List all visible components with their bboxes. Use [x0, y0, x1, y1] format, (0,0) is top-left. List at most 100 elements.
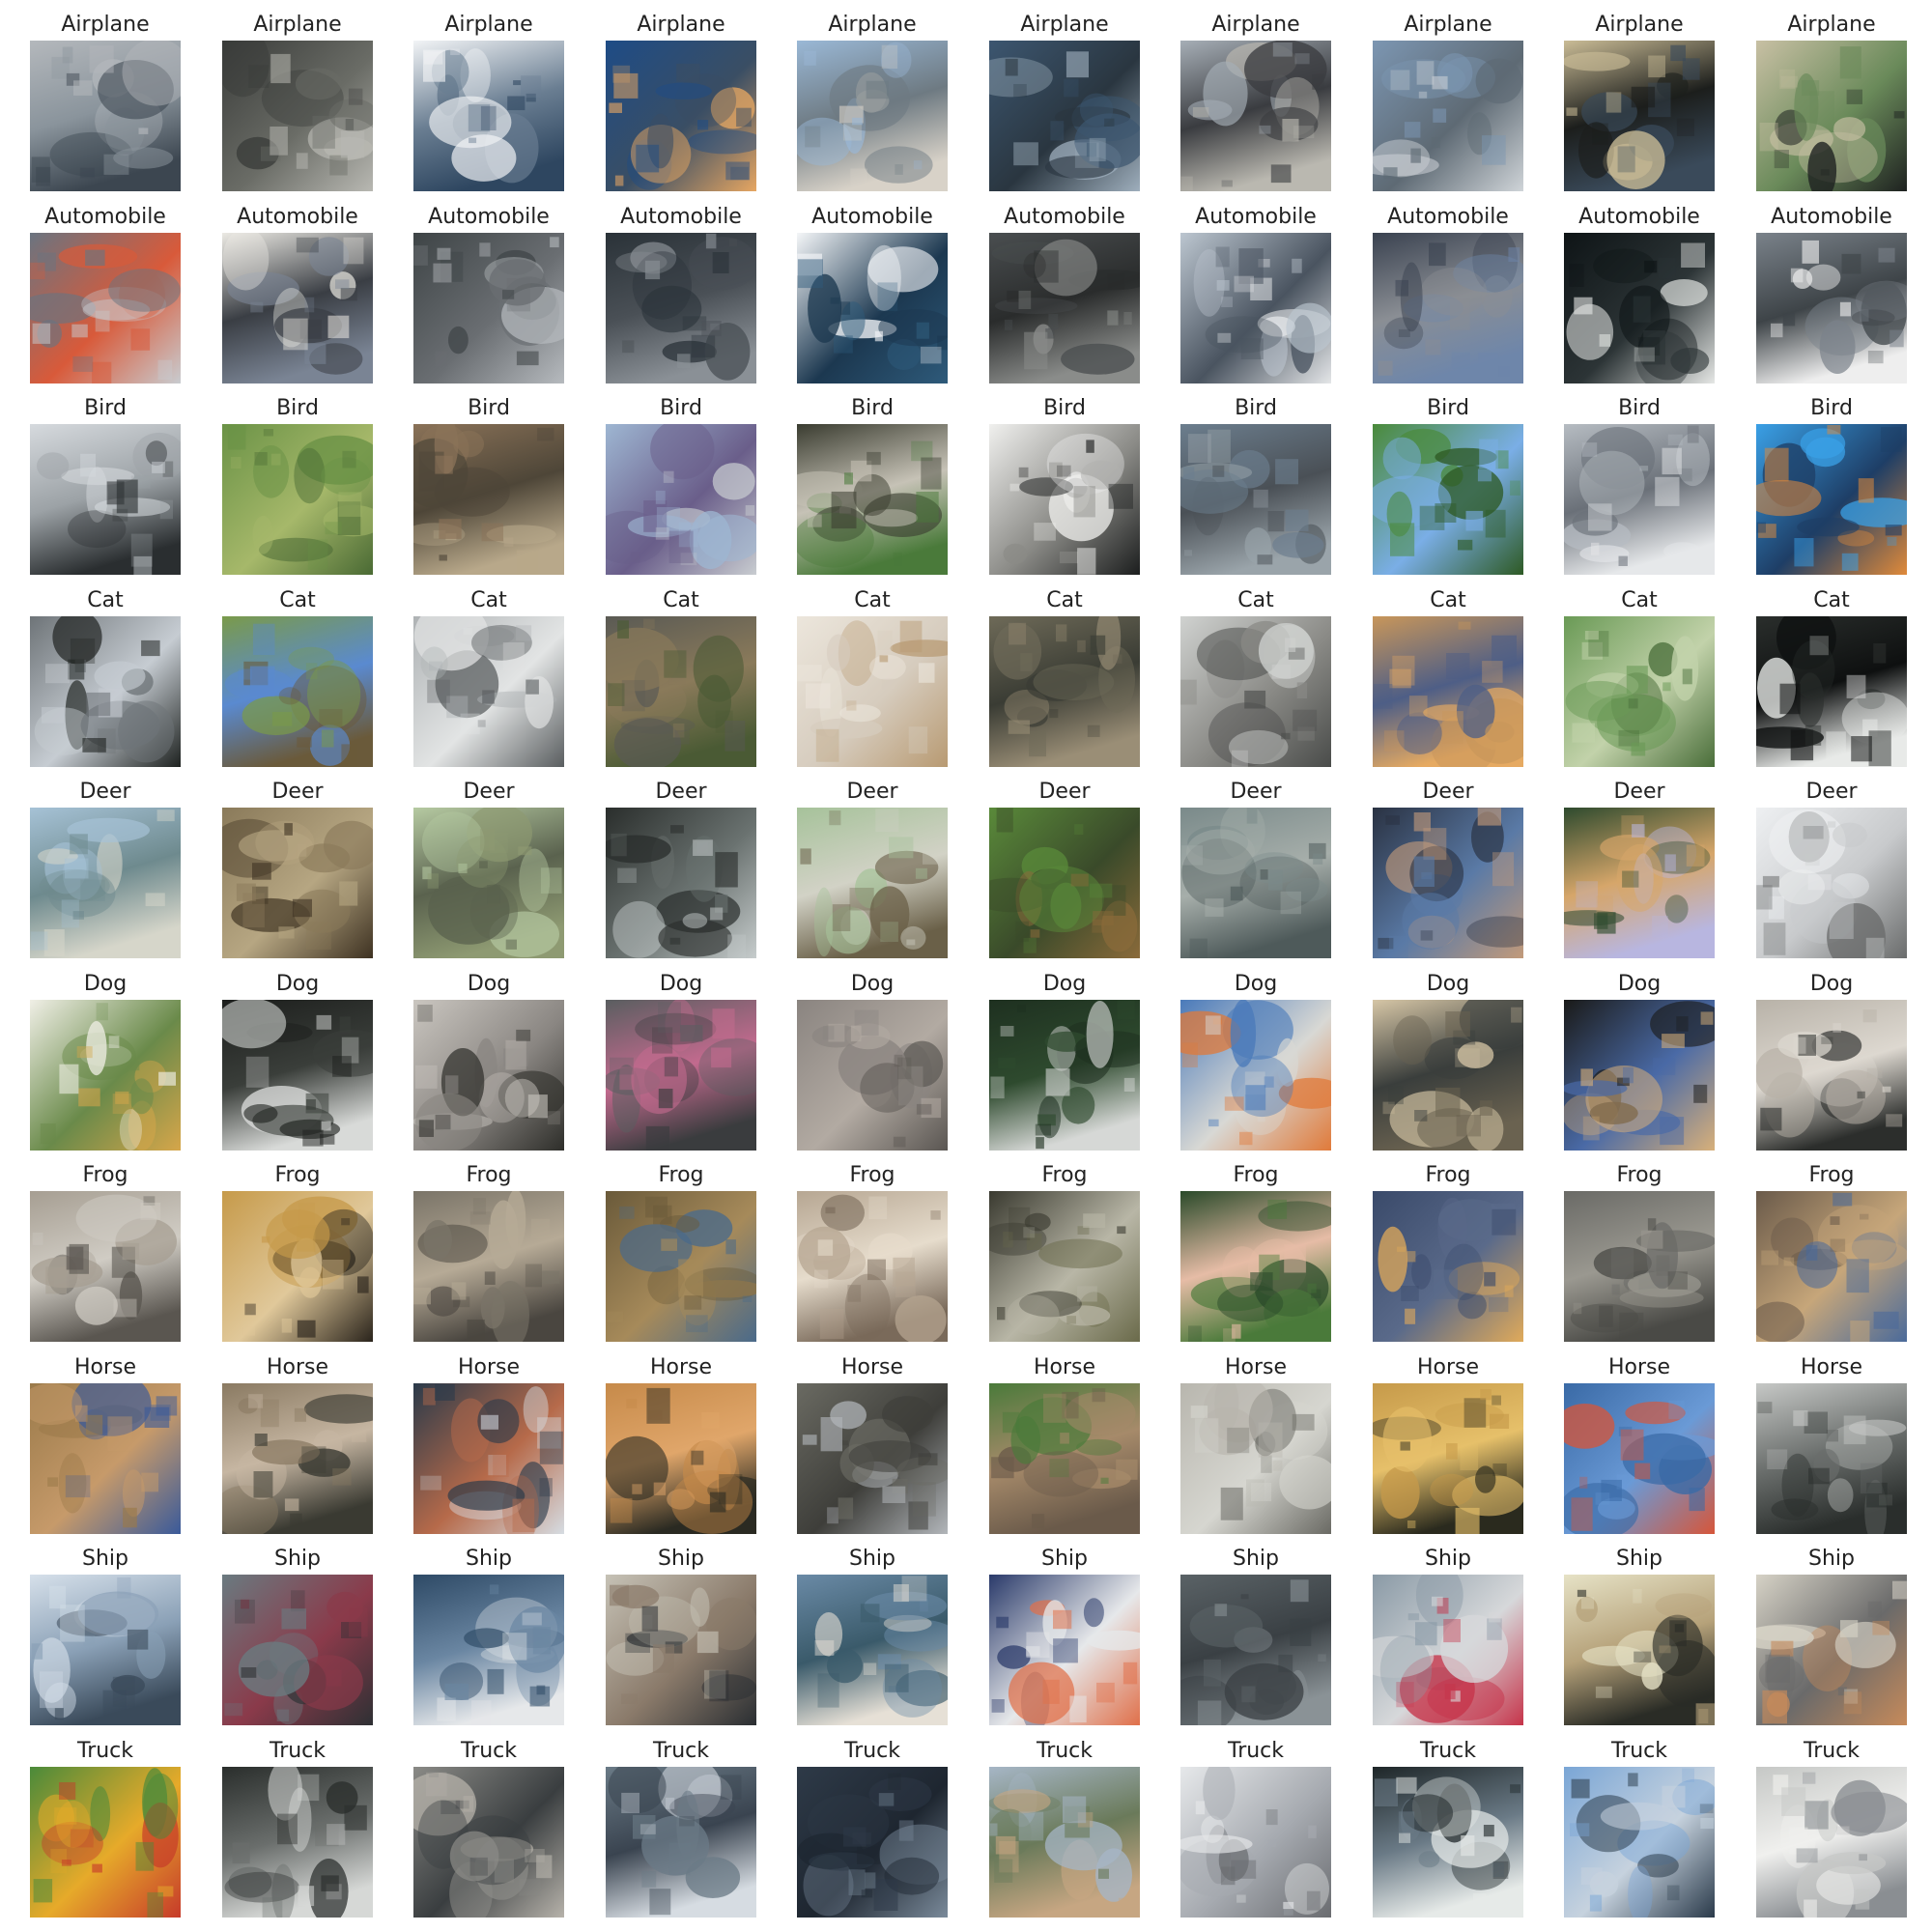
sample-label: Automobile [428, 205, 550, 229]
sample-image [1373, 616, 1523, 767]
sample-image [1756, 1000, 1907, 1151]
sample-label: Truck [652, 1739, 710, 1763]
sample-tile: Deer [1180, 779, 1331, 958]
sample-image [797, 1575, 948, 1725]
sample-label: Airplane [61, 13, 150, 37]
sample-label: Truck [843, 1739, 901, 1763]
sample-tile: Dog [1564, 971, 1715, 1151]
sample-tile: Frog [1756, 1162, 1907, 1342]
sample-tile: Dog [1756, 971, 1907, 1151]
sample-label: Horse [649, 1355, 713, 1379]
sample-label: Dog [467, 972, 511, 996]
sample-label: Airplane [828, 13, 917, 37]
sample-label: Frog [1233, 1163, 1279, 1187]
sample-image [222, 1383, 373, 1534]
sample-image [413, 616, 564, 767]
sample-label: Frog [849, 1163, 895, 1187]
sample-label: Deer [1230, 780, 1282, 804]
sample-tile: Frog [1564, 1162, 1715, 1342]
sample-image [30, 1767, 181, 1918]
sample-tile: Bird [1373, 395, 1523, 575]
sample-image [413, 41, 564, 191]
sample-image [606, 808, 756, 958]
sample-label: Dog [1042, 972, 1087, 996]
sample-image [1564, 616, 1715, 767]
sample-label: Ship [1041, 1547, 1088, 1571]
sample-tile: Dog [413, 971, 564, 1151]
sample-tile: Horse [797, 1354, 948, 1534]
sample-image [222, 1767, 373, 1918]
sample-label: Deer [1422, 780, 1474, 804]
sample-tile: Ship [222, 1546, 373, 1725]
sample-tile: Deer [797, 779, 948, 958]
sample-tile: Automobile [1756, 204, 1907, 384]
sample-label: Automobile [1771, 205, 1892, 229]
sample-label: Ship [1616, 1547, 1662, 1571]
sample-label: Airplane [1787, 13, 1876, 37]
sample-tile: Truck [30, 1738, 181, 1918]
sample-tile: Deer [1373, 779, 1523, 958]
sample-tile: Airplane [1564, 12, 1715, 191]
sample-label: Airplane [1020, 13, 1109, 37]
sample-image [1564, 424, 1715, 575]
sample-tile: Horse [1564, 1354, 1715, 1534]
sample-image [1180, 1191, 1331, 1342]
sample-image [1180, 1383, 1331, 1534]
sample-image [606, 424, 756, 575]
sample-label: Cat [1237, 588, 1274, 612]
sample-label: Airplane [1211, 13, 1300, 37]
sample-label: Automobile [1195, 205, 1317, 229]
sample-label: Automobile [811, 205, 933, 229]
sample-tile: Truck [222, 1738, 373, 1918]
sample-label: Horse [1224, 1355, 1288, 1379]
sample-tile: Deer [222, 779, 373, 958]
sample-tile: Bird [1564, 395, 1715, 575]
sample-tile: Deer [989, 779, 1140, 958]
sample-image [797, 1383, 948, 1534]
sample-label: Truck [1610, 1739, 1668, 1763]
sample-image [1564, 1000, 1715, 1151]
sample-label: Bird [84, 396, 127, 420]
sample-image [222, 616, 373, 767]
sample-label: Airplane [637, 13, 725, 37]
sample-image [30, 808, 181, 958]
sample-image [989, 1767, 1140, 1918]
sample-label: Deer [463, 780, 515, 804]
sample-tile: Horse [989, 1354, 1140, 1534]
sample-image [222, 1575, 373, 1725]
sample-label: Horse [73, 1355, 137, 1379]
sample-image [222, 1191, 373, 1342]
sample-image [606, 616, 756, 767]
sample-label: Horse [840, 1355, 904, 1379]
sample-image [1756, 1191, 1907, 1342]
sample-tile: Automobile [797, 204, 948, 384]
sample-tile: Cat [1180, 587, 1331, 767]
sample-image [413, 1575, 564, 1725]
sample-image [1756, 233, 1907, 384]
sample-image [606, 1575, 756, 1725]
sample-image [606, 1767, 756, 1918]
sample-tile: Horse [30, 1354, 181, 1534]
sample-label: Ship [466, 1547, 512, 1571]
sample-image [797, 808, 948, 958]
sample-tile: Bird [222, 395, 373, 575]
sample-tile: Horse [413, 1354, 564, 1534]
sample-label: Deer [1613, 780, 1665, 804]
sample-image [30, 233, 181, 384]
sample-tile: Ship [797, 1546, 948, 1725]
sample-label: Deer [1805, 780, 1858, 804]
sample-image [606, 41, 756, 191]
sample-image [30, 1575, 181, 1725]
sample-tile: Bird [1756, 395, 1907, 575]
sample-tile: Dog [1180, 971, 1331, 1151]
sample-image [1756, 1767, 1907, 1918]
sample-image [1180, 1767, 1331, 1918]
sample-image [413, 424, 564, 575]
sample-label: Frog [1808, 1163, 1855, 1187]
sample-label: Truck [1227, 1739, 1285, 1763]
sample-tile: Cat [606, 587, 756, 767]
sample-label: Cat [470, 588, 507, 612]
sample-image [1564, 1767, 1715, 1918]
sample-label: Frog [274, 1163, 321, 1187]
sample-label: Horse [1607, 1355, 1671, 1379]
